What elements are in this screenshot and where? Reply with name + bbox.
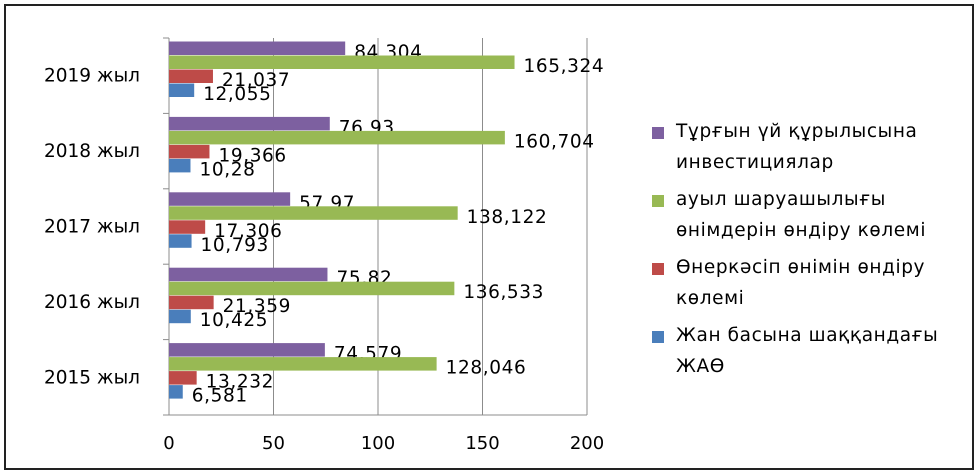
x-tick-label: 150 — [465, 433, 499, 454]
bar-agriculture — [169, 130, 505, 145]
data-label: 10,28 — [199, 159, 255, 180]
category-label: 2017 жыл — [44, 217, 140, 238]
category-label: 2018 жыл — [44, 141, 140, 162]
data-label: 165,324 — [524, 56, 605, 77]
category-label: 2016 жыл — [44, 292, 140, 313]
bar-gdp — [169, 309, 191, 324]
bar-industry — [169, 220, 206, 234]
bar-agriculture — [169, 55, 515, 69]
bar-housing — [169, 192, 291, 206]
category-label: 2015 жыл — [44, 367, 140, 388]
legend-label: Жан басына шаққандағы ЖАӨ — [676, 325, 939, 377]
bar-agriculture — [169, 281, 455, 296]
legend-item-housing-investment: Тұрғын үй құрылысына инвестициялар — [652, 116, 972, 178]
bar-agriculture — [169, 357, 437, 371]
data-label: 12,055 — [203, 84, 271, 105]
data-label: 10,793 — [201, 235, 269, 256]
bar-housing — [169, 41, 346, 55]
bar-housing — [169, 116, 330, 131]
bar-industry — [169, 295, 214, 310]
data-label: 160,704 — [514, 131, 595, 152]
bar-agriculture — [169, 206, 458, 220]
legend-label: Өнеркәсіп өнімін өндіру көлемі — [676, 257, 926, 309]
legend-swatch-blue — [652, 331, 664, 343]
data-label: 17,306 — [214, 221, 282, 242]
bar-gdp — [169, 83, 195, 97]
data-label: 21,037 — [222, 70, 290, 91]
bar-industry — [169, 371, 197, 385]
x-tick-label: 50 — [262, 433, 285, 454]
data-label: 6,581 — [192, 386, 248, 407]
bar-gdp — [169, 158, 191, 173]
x-tick-label: 100 — [361, 433, 395, 454]
data-label: 128,046 — [446, 358, 527, 379]
bar-housing — [169, 343, 325, 357]
legend-swatch-green — [652, 195, 664, 207]
legend-item-gdp-per-capita: Жан басына шаққандағы ЖАӨ — [652, 320, 972, 382]
data-label: 136,533 — [463, 282, 544, 303]
data-label: 21,359 — [223, 296, 291, 317]
chart-legend: Тұрғын үй құрылысына инвестициялар ауыл … — [652, 116, 972, 388]
legend-label: ауыл шаруашылығы өнімдерін өндіру көлемі — [676, 189, 927, 241]
x-tick-label: 200 — [570, 433, 604, 454]
bar-housing — [169, 267, 328, 282]
bar-gdp — [169, 385, 183, 399]
bar-industry — [169, 69, 213, 83]
data-label: 19,366 — [218, 145, 286, 166]
legend-label: Тұрғын үй құрылысына инвестициялар — [676, 121, 918, 173]
chart-frame — [4, 4, 974, 470]
legend-swatch-purple — [652, 127, 664, 139]
bar-industry — [169, 144, 210, 159]
legend-item-industrial-output: Өнеркәсіп өнімін өндіру көлемі — [652, 252, 972, 314]
legend-item-agriculture-volume: ауыл шаруашылығы өнімдерін өндіру көлемі — [652, 184, 972, 246]
data-label: 13,232 — [206, 372, 274, 393]
category-label: 2019 жыл — [44, 66, 140, 87]
legend-swatch-red — [652, 263, 664, 275]
x-tick-label: 0 — [163, 433, 174, 454]
bar-gdp — [169, 234, 192, 248]
data-label: 10,425 — [200, 310, 268, 331]
data-label: 138,122 — [467, 207, 548, 228]
